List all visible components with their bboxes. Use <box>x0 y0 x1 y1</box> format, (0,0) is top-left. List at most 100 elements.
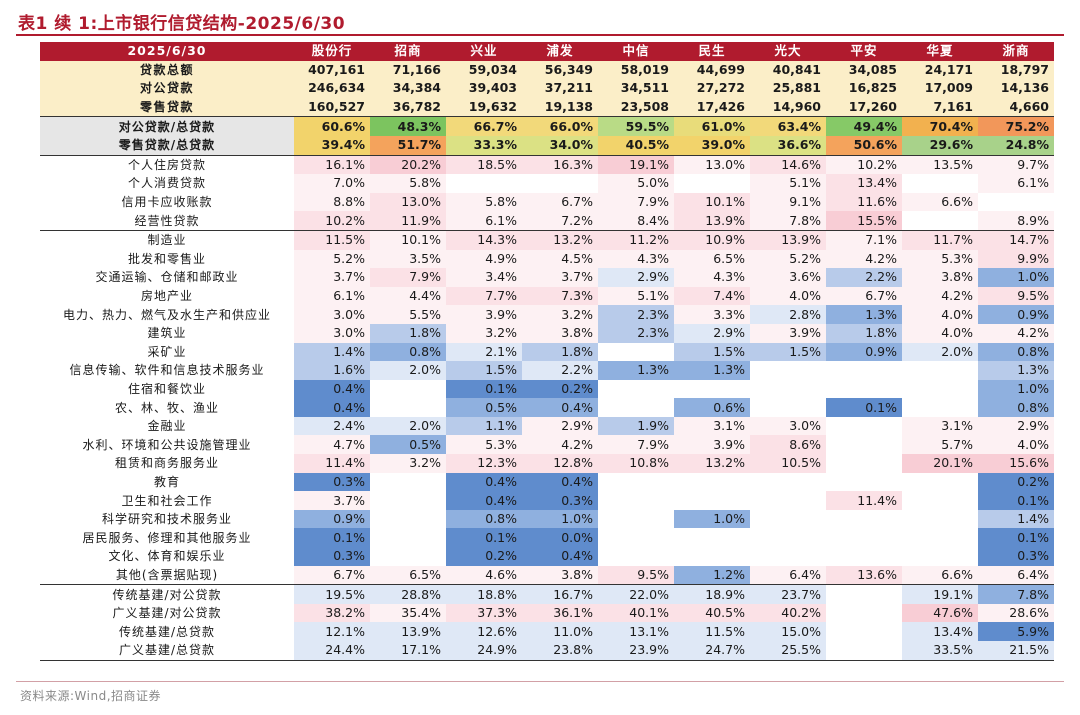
value-cell: 2.0% <box>370 361 446 380</box>
value-cell: 39.0% <box>674 135 750 156</box>
row-label: 零售贷款 <box>40 97 294 117</box>
value-cell <box>370 473 446 492</box>
row-label: 批发和零售业 <box>127 251 206 266</box>
value-cell <box>750 361 826 380</box>
value-cell: 4.9% <box>446 249 522 269</box>
value-cell: 10.9% <box>674 229 750 250</box>
value-cell: 5.2% <box>750 249 826 269</box>
value-cell: 36.6% <box>750 135 826 156</box>
header-bank-cell: 华夏 <box>902 42 978 61</box>
value-cell: 11.5% <box>294 229 370 250</box>
value-cell: 0.1% <box>978 528 1054 548</box>
row-label: 信息传输、软件和信息技术服务业 <box>69 363 265 378</box>
value-cell <box>826 380 902 399</box>
value-cell: 7.9% <box>370 268 446 287</box>
value-cell: 4.6% <box>446 565 522 585</box>
value-cell: 2.4% <box>294 416 370 436</box>
value-cell <box>978 193 1054 212</box>
value-cell: 34.0% <box>522 135 598 156</box>
value-cell: 15.6% <box>978 454 1054 473</box>
header-bank-cell: 平安 <box>826 42 902 61</box>
value-cell: 39.4% <box>294 135 370 156</box>
value-cell <box>370 491 446 510</box>
value-cell <box>750 491 826 510</box>
value-cell: 1.0% <box>522 509 598 529</box>
value-cell: 7.9% <box>598 435 674 455</box>
value-cell: 70.4% <box>902 116 978 136</box>
value-cell: 10.1% <box>370 229 446 250</box>
value-cell: 3.6% <box>750 268 826 287</box>
value-cell: 29.6% <box>902 135 978 156</box>
value-cell <box>750 547 826 566</box>
row-label: 采矿业 <box>147 344 187 359</box>
value-cell <box>826 454 902 473</box>
row-label: 交通运输、仓储和邮政业 <box>95 270 239 285</box>
value-cell: 19,138 <box>522 97 598 117</box>
value-cell <box>902 174 978 193</box>
value-cell: 13.2% <box>522 229 598 250</box>
value-cell: 34,511 <box>598 79 674 98</box>
value-cell: 17,426 <box>674 97 750 117</box>
value-cell: 5.3% <box>446 435 522 455</box>
value-cell <box>902 473 978 492</box>
value-cell: 40,841 <box>750 60 826 80</box>
value-cell: 0.4% <box>294 398 370 417</box>
value-cell: 13.9% <box>370 622 446 641</box>
value-cell: 13.1% <box>598 622 674 641</box>
value-cell: 11.2% <box>598 229 674 250</box>
value-cell <box>902 510 978 529</box>
value-cell: 40.5% <box>598 135 674 156</box>
table-row: 租赁和商务服务业 11.4% 3.2% 12.3% 12.8% 10.8% 13.2% 10.… <box>40 454 1054 473</box>
value-cell: 2.9% <box>598 268 674 287</box>
value-cell: 4.2% <box>826 249 902 269</box>
value-cell: 71,166 <box>370 60 446 80</box>
row-label: 信用卡应收账款 <box>121 195 213 210</box>
value-cell: 4.0% <box>902 323 978 343</box>
value-cell: 25.5% <box>750 641 826 661</box>
row-label: 建筑业 <box>147 326 187 341</box>
value-cell <box>826 528 902 547</box>
row-label: 广义基建/对公贷款 <box>112 606 222 621</box>
value-cell: 6.7% <box>826 286 902 306</box>
value-cell: 2.3% <box>598 323 674 343</box>
row-label: 对公贷款 <box>40 79 294 98</box>
value-cell: 1.5% <box>446 361 522 380</box>
value-cell: 13.6% <box>826 565 902 585</box>
value-cell: 9.9% <box>978 249 1054 269</box>
value-cell: 2.3% <box>598 305 674 324</box>
value-cell: 3.7% <box>294 491 370 510</box>
value-cell <box>370 528 446 547</box>
value-cell: 5.5% <box>370 305 446 324</box>
value-cell: 4.0% <box>902 305 978 324</box>
value-cell: 0.3% <box>978 547 1054 566</box>
value-cell: 13.4% <box>902 622 978 641</box>
header-bank-cell: 民生 <box>674 42 750 61</box>
table-row: 广义基建/总贷款 24.4% 17.1% 24.9% 23.8% 23.9% 24.7% 25… <box>40 641 1054 661</box>
value-cell: 59.5% <box>598 116 674 136</box>
value-cell: 17,009 <box>902 79 978 98</box>
header-bank-cell: 兴业 <box>446 42 522 61</box>
value-cell <box>750 380 826 399</box>
value-cell: 1.4% <box>294 342 370 362</box>
value-cell: 0.9% <box>826 342 902 362</box>
value-cell: 16.7% <box>522 584 598 604</box>
value-cell: 0.8% <box>370 342 446 362</box>
value-cell: 10.5% <box>750 454 826 473</box>
table-row: 文化、体育和娱乐业 0.3% 0.2% 0.4% 0.3% <box>40 547 1054 566</box>
value-cell: 0.2% <box>522 379 598 399</box>
value-cell: 0.1% <box>294 528 370 548</box>
header-bank-cell: 浙商 <box>978 42 1054 61</box>
source-note: 资料来源:Wind,招商证券 <box>20 689 162 703</box>
value-cell: 5.3% <box>902 249 978 269</box>
value-cell: 23.9% <box>598 641 674 661</box>
value-cell: 20.2% <box>370 154 446 175</box>
value-cell <box>750 510 826 529</box>
table-row: 传统基建/总贷款 12.1% 13.9% 12.6% 11.0% 13.1% 11.5% 15… <box>40 622 1054 641</box>
value-cell: 3.8% <box>902 268 978 287</box>
value-cell <box>598 380 674 399</box>
value-cell: 0.8% <box>978 342 1054 362</box>
row-label: 卫生和社会工作 <box>121 493 213 508</box>
table-title: 表1 续 1:上市银行信贷结构-2025/6/30 <box>18 14 346 34</box>
value-cell: 1.0% <box>978 379 1054 399</box>
value-cell: 5.1% <box>750 174 826 193</box>
